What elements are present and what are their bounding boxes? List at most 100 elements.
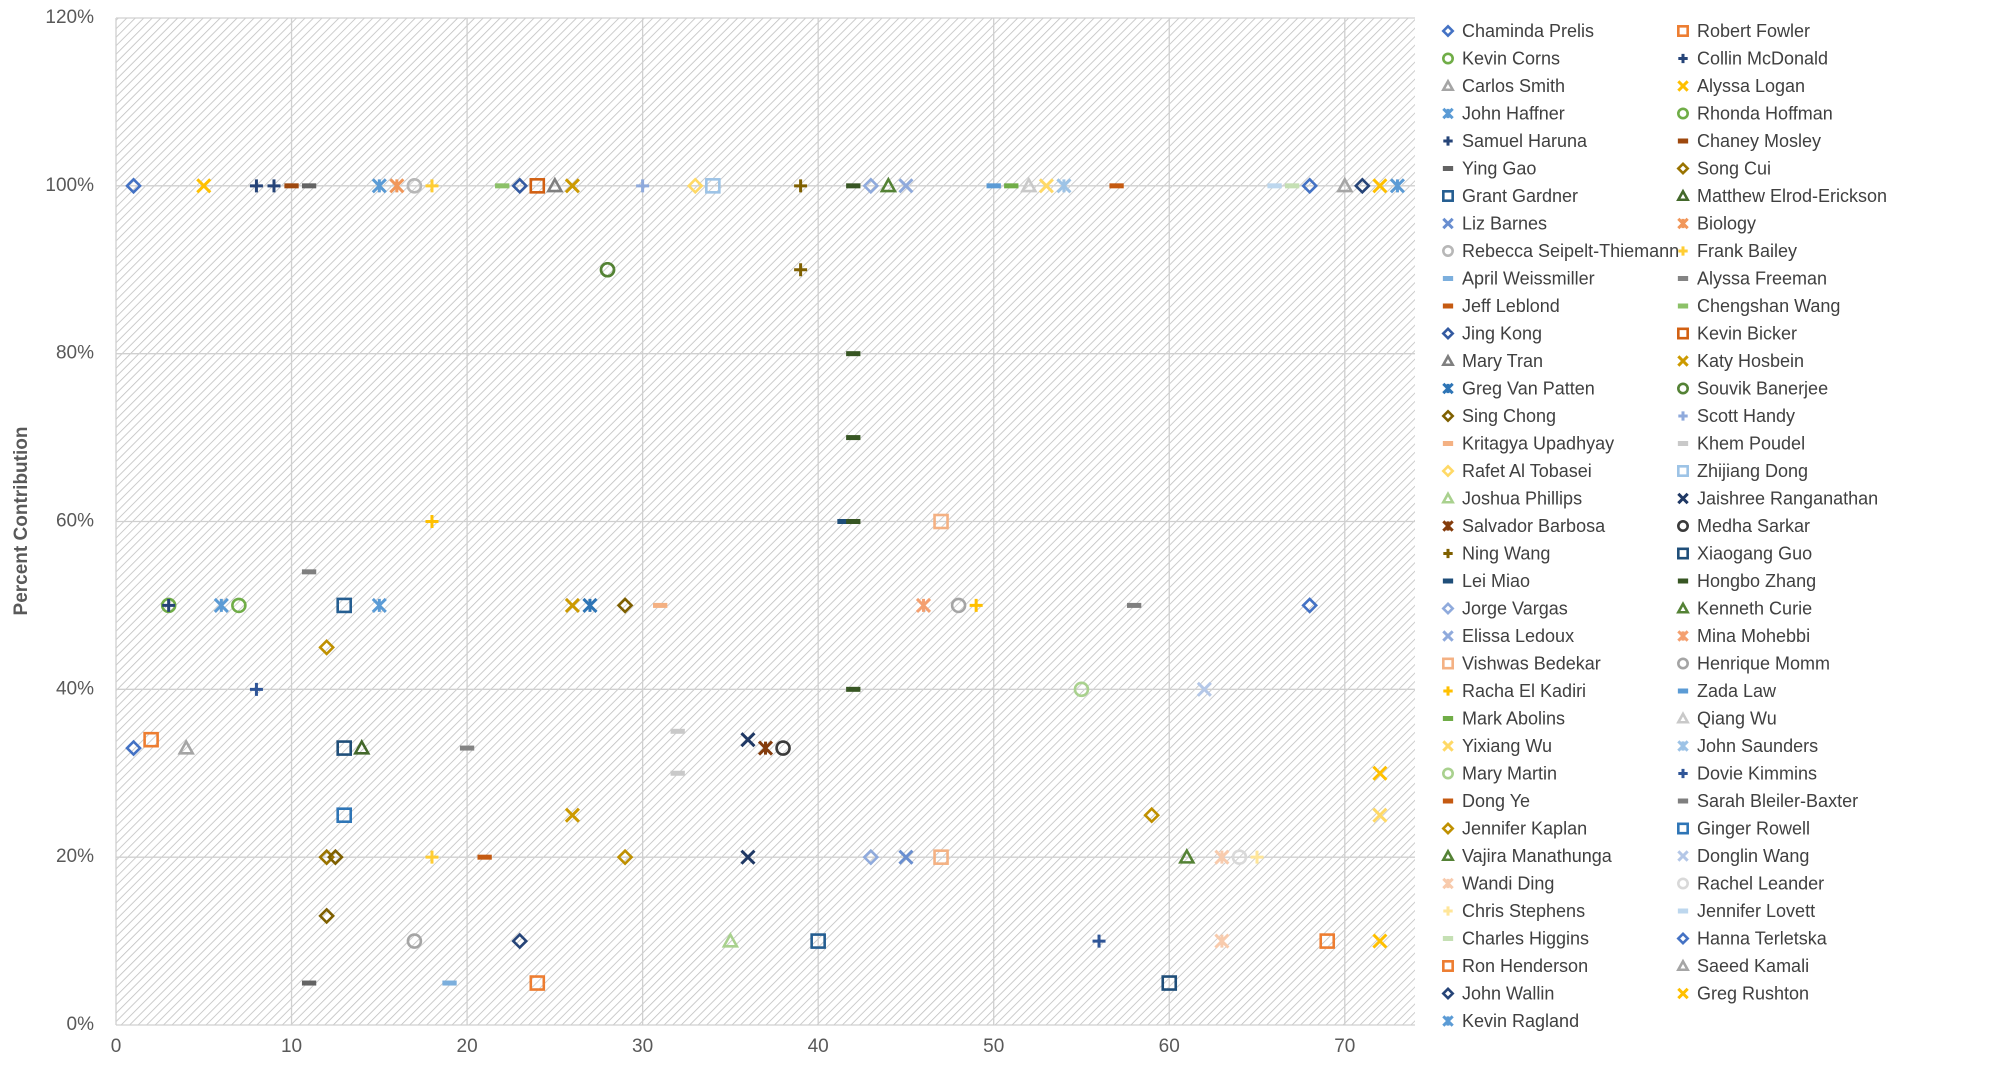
- legend-label: Jaishree Ranganathan: [1697, 488, 1878, 508]
- point: [162, 598, 176, 612]
- legend-label: Biology: [1697, 213, 1756, 233]
- point: [301, 569, 317, 575]
- point: [862, 177, 880, 195]
- point: [1336, 176, 1354, 193]
- legend-label: Kevin Bicker: [1697, 323, 1797, 343]
- legend-marker: [1441, 24, 1455, 38]
- point: [1389, 178, 1406, 194]
- point: [1319, 933, 1336, 949]
- legend-label: Dovie Kimmins: [1697, 763, 1817, 783]
- point: [1372, 765, 1388, 781]
- point: [846, 686, 861, 692]
- legend-marker: [1677, 822, 1689, 835]
- legend-marker: [1443, 906, 1453, 916]
- legend-marker: [1677, 908, 1689, 914]
- point: [1143, 806, 1161, 824]
- point: [846, 183, 861, 189]
- point: [336, 597, 353, 614]
- y-tick-label: 100%: [45, 175, 94, 196]
- legend-label: Rachel Leander: [1697, 873, 1824, 893]
- legend-label: Chaminda Prelis: [1462, 21, 1594, 41]
- point: [389, 178, 405, 194]
- point: [1267, 183, 1282, 189]
- legend-label: John Saunders: [1697, 736, 1818, 756]
- point: [898, 178, 914, 194]
- legend-label: Carlos Smith: [1462, 76, 1565, 96]
- legend-marker: [1677, 630, 1689, 642]
- legend-label: Yixiang Wu: [1462, 736, 1552, 756]
- point: [1231, 849, 1248, 865]
- legend-label: Collin McDonald: [1697, 48, 1828, 68]
- legend-marker: [1676, 601, 1690, 614]
- point: [794, 179, 808, 193]
- point: [196, 178, 212, 194]
- point: [846, 351, 861, 357]
- point: [616, 848, 634, 866]
- legend-marker: [1677, 107, 1689, 120]
- point: [301, 980, 317, 986]
- point: [318, 639, 335, 656]
- legend-marker: [1442, 630, 1454, 642]
- point: [177, 738, 195, 755]
- legend-marker: [1442, 166, 1454, 171]
- point: [1214, 933, 1230, 949]
- point: [846, 519, 861, 524]
- point: [231, 597, 247, 614]
- legend-label: Grant Gardner: [1462, 186, 1578, 206]
- legend-label: Hanna Terletska: [1697, 928, 1828, 948]
- point: [425, 515, 439, 528]
- legend-label: Greg Van Patten: [1462, 378, 1595, 398]
- legend-label: John Haffner: [1462, 103, 1565, 123]
- legend-label: Robert Fowler: [1697, 21, 1810, 41]
- y-tick-label: 80%: [56, 343, 94, 364]
- legend-marker: [1677, 987, 1689, 1000]
- point: [1250, 850, 1264, 864]
- legend-label: Mary Martin: [1462, 763, 1557, 783]
- legend-label: Alyssa Freeman: [1697, 268, 1827, 288]
- point: [371, 178, 387, 194]
- legend-marker: [1677, 382, 1689, 395]
- legend-marker: [1676, 161, 1690, 176]
- legend-label: Matthew Elrod-Erickson: [1697, 186, 1887, 206]
- legend-marker: [1677, 465, 1689, 477]
- legend-label: Sing Chong: [1462, 406, 1556, 426]
- point: [933, 849, 949, 865]
- legend-label: Elissa Ledoux: [1462, 626, 1574, 646]
- legend-label: Saeed Kamali: [1697, 956, 1809, 976]
- point: [636, 179, 650, 193]
- point: [125, 177, 142, 195]
- legend-marker: [1442, 217, 1454, 230]
- point: [862, 848, 880, 866]
- legend-label: Mark Abolins: [1462, 708, 1565, 728]
- point: [301, 183, 317, 189]
- legend-label: Chris Stephens: [1462, 901, 1585, 921]
- legend-marker: [1443, 548, 1453, 559]
- point: [1073, 681, 1090, 698]
- legend-marker: [1676, 931, 1690, 946]
- point: [1092, 934, 1106, 948]
- point: [213, 597, 229, 613]
- point: [775, 740, 791, 756]
- point: [950, 597, 967, 614]
- point: [740, 849, 756, 865]
- legend-marker: [1677, 138, 1689, 144]
- x-tick-label: 70: [1334, 1036, 1355, 1057]
- legend-marker: [1443, 136, 1453, 146]
- y-tick-label: 0%: [67, 1014, 95, 1035]
- legend-marker: [1442, 578, 1454, 584]
- x-tick-label: 10: [281, 1036, 302, 1057]
- legend-marker: [1441, 848, 1455, 862]
- legend-label: Racha El Kadiri: [1462, 681, 1586, 701]
- legend-marker: [1677, 25, 1689, 37]
- y-tick-label: 40%: [56, 678, 94, 699]
- point: [740, 732, 756, 748]
- legend-label: Kevin Ragland: [1462, 1011, 1579, 1031]
- point: [425, 850, 439, 864]
- y-tick-label: 60%: [56, 511, 94, 532]
- legend-label: Vajira Manathunga: [1462, 846, 1613, 866]
- legend-label: Lei Miao: [1462, 571, 1530, 591]
- legend-label: Hongbo Zhang: [1697, 571, 1816, 591]
- legend-marker: [1677, 492, 1689, 505]
- point: [1214, 849, 1230, 865]
- legend-marker: [1676, 188, 1690, 202]
